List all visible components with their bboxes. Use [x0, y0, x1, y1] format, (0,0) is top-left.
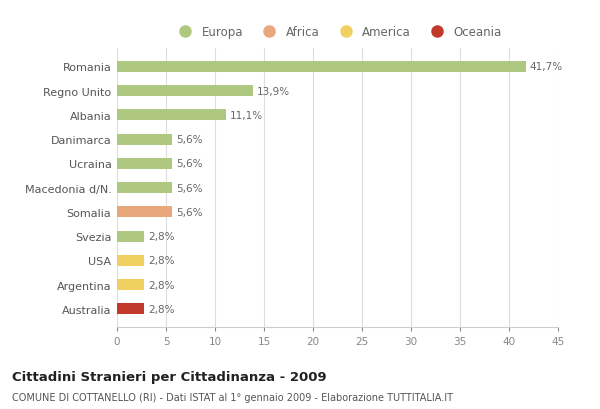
- Bar: [117, 231, 145, 242]
- Text: 41,7%: 41,7%: [530, 62, 563, 72]
- Text: 13,9%: 13,9%: [257, 86, 290, 97]
- Text: 5,6%: 5,6%: [176, 159, 202, 169]
- Bar: [117, 183, 172, 193]
- Bar: [117, 110, 226, 121]
- Text: 2,8%: 2,8%: [148, 304, 175, 314]
- Text: 5,6%: 5,6%: [176, 183, 202, 193]
- Bar: [117, 159, 172, 169]
- Legend: Europa, Africa, America, Oceania: Europa, Africa, America, Oceania: [169, 22, 506, 44]
- Text: 5,6%: 5,6%: [176, 135, 202, 145]
- Text: 5,6%: 5,6%: [176, 207, 202, 217]
- Bar: [117, 255, 145, 266]
- Bar: [117, 207, 172, 218]
- Text: 2,8%: 2,8%: [148, 256, 175, 266]
- Text: Cittadini Stranieri per Cittadinanza - 2009: Cittadini Stranieri per Cittadinanza - 2…: [12, 370, 326, 383]
- Text: 2,8%: 2,8%: [148, 231, 175, 242]
- Bar: [117, 303, 145, 315]
- Bar: [117, 86, 253, 97]
- Text: 11,1%: 11,1%: [230, 110, 263, 121]
- Text: COMUNE DI COTTANELLO (RI) - Dati ISTAT al 1° gennaio 2009 - Elaborazione TUTTITA: COMUNE DI COTTANELLO (RI) - Dati ISTAT a…: [12, 392, 453, 402]
- Bar: [117, 279, 145, 290]
- Bar: [117, 134, 172, 145]
- Text: 2,8%: 2,8%: [148, 280, 175, 290]
- Bar: [117, 62, 526, 73]
